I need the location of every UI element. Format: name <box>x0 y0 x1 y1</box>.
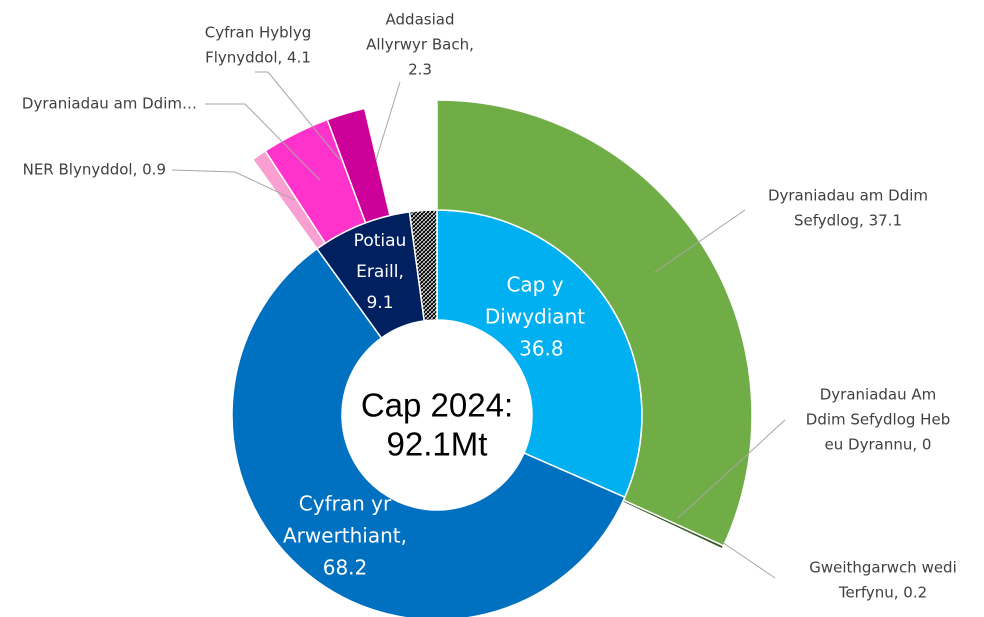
data-label: Arwerthiant, <box>283 524 407 548</box>
data-label: 68.2 <box>323 556 368 580</box>
data-label: Terfynu, 0.2 <box>838 584 927 602</box>
data-label: Eraill, <box>356 262 404 282</box>
data-label: eu Dyrannu, 0 <box>825 436 932 454</box>
leader-line <box>654 209 746 273</box>
data-label: Addasiad <box>386 11 455 29</box>
data-label: Cyfran yr <box>299 492 392 516</box>
leader-line <box>171 169 296 201</box>
data-label: Dyraniadau am Ddim… <box>22 95 197 113</box>
data-label: Diwydiant <box>485 305 585 329</box>
data-label: Dyraniadau am Ddim <box>768 187 928 205</box>
outer-slice <box>436 99 753 547</box>
data-label: Flynyddol, 4.1 <box>205 49 311 67</box>
data-label: Cap y <box>506 273 563 297</box>
data-label: Allyrwyr Bach, <box>366 36 474 54</box>
outer-slice <box>326 107 391 224</box>
data-label: NER Blynyddol, 0.9 <box>23 161 166 179</box>
data-label: Ddim Sefydlog Heb <box>806 411 950 429</box>
data-label: 92.1Mt <box>387 426 488 463</box>
data-label: Cap 2024: <box>361 387 513 424</box>
data-label: , 36.8 <box>506 337 563 361</box>
data-label: Cyfran Hyblyg <box>205 24 312 42</box>
leader-line <box>205 103 321 181</box>
data-label: 2.3 <box>408 61 432 79</box>
center-hole <box>342 320 532 510</box>
data-label: Potiau <box>354 231 407 251</box>
leader-line <box>721 541 776 579</box>
leader-line <box>255 71 341 161</box>
data-label: Gweithgarwch wedi <box>809 559 957 577</box>
leader-line <box>375 81 401 161</box>
data-label: Sefydlog, 37.1 <box>794 212 902 230</box>
data-label: Dyraniadau Am <box>820 386 937 404</box>
data-label: 9.1 <box>366 293 393 313</box>
leader-line <box>677 419 786 519</box>
